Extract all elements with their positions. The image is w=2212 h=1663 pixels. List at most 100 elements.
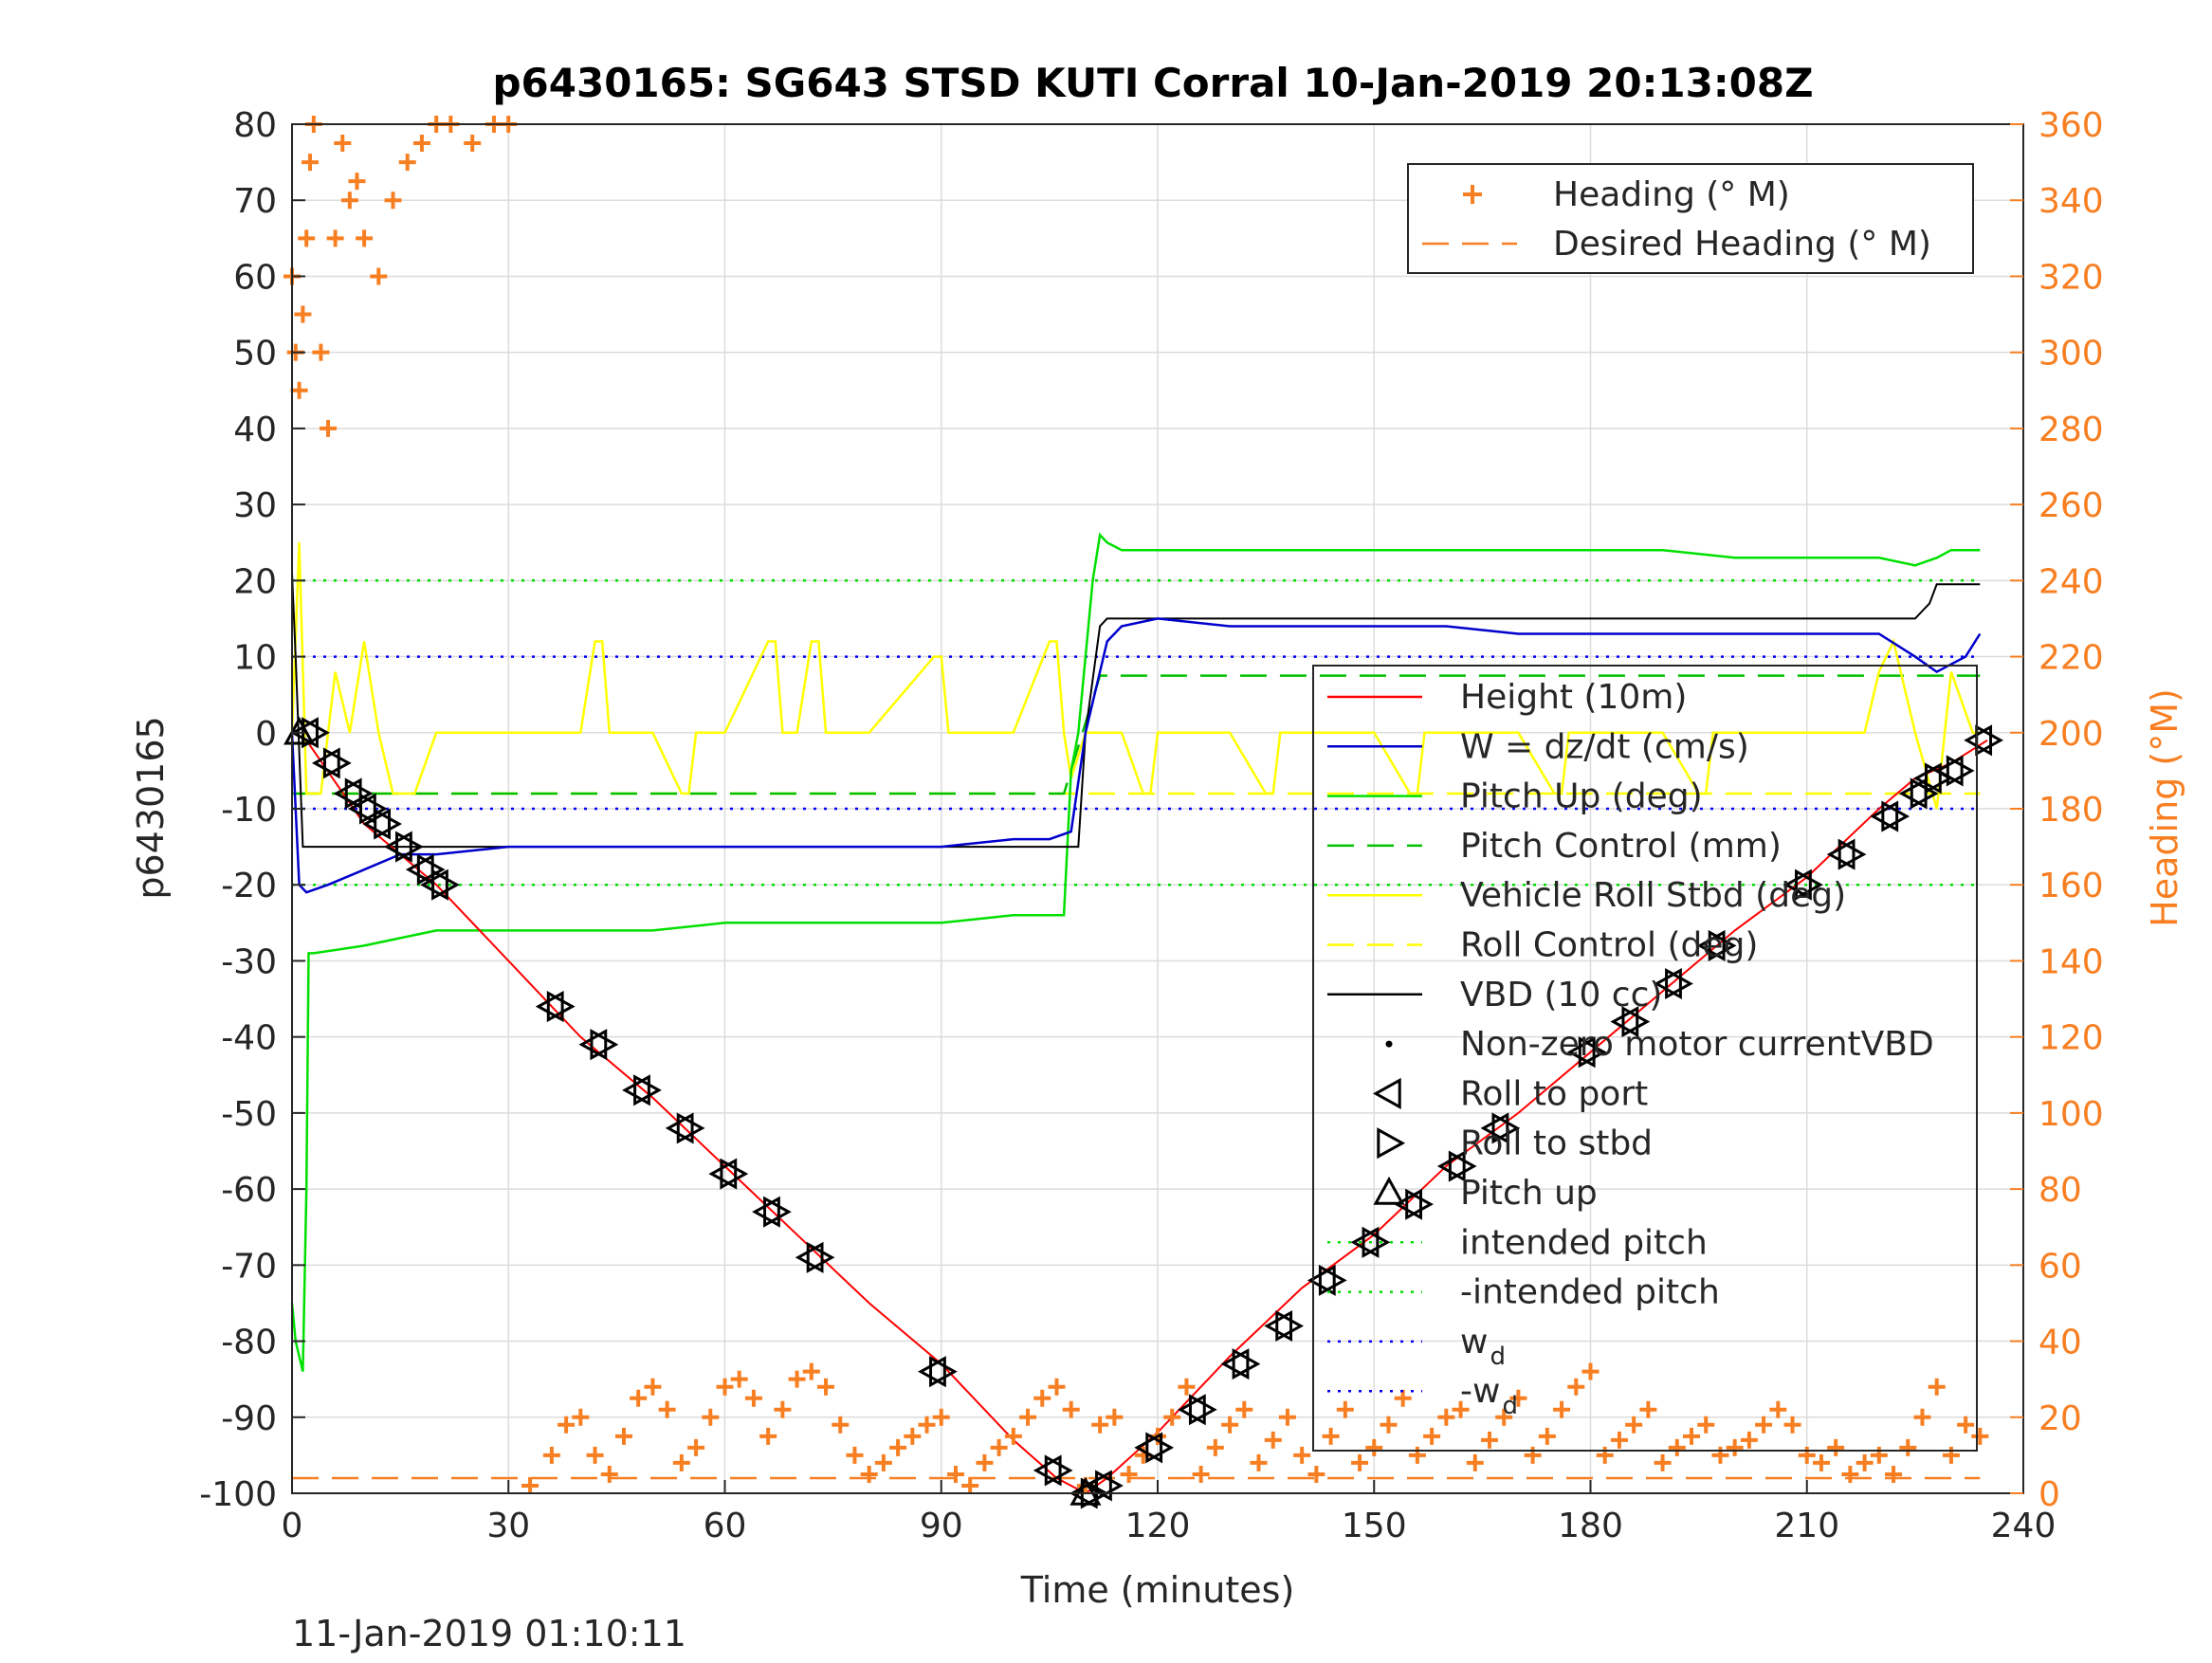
x-tick-label: 210 xyxy=(1774,1507,1839,1545)
heading-point xyxy=(759,1427,777,1445)
heading-point xyxy=(1048,1378,1066,1396)
series-6-line xyxy=(291,573,1981,849)
heading-point xyxy=(1856,1453,1874,1471)
triangle-left-marker xyxy=(1566,1036,1596,1069)
heading-point xyxy=(788,1370,806,1388)
series-8-markers xyxy=(302,717,2004,1509)
left-y-tick-label: -50 xyxy=(221,1095,277,1134)
legend-main-label: intended pitch xyxy=(1460,1223,1708,1262)
left-y-tick-label: -60 xyxy=(221,1171,277,1210)
triangle-left-marker xyxy=(311,747,340,779)
series-layer xyxy=(283,116,2004,1509)
heading-point xyxy=(370,267,388,285)
heading-point xyxy=(1596,1446,1614,1464)
heading-point xyxy=(889,1438,907,1456)
x-tick-label: 60 xyxy=(704,1507,747,1545)
triangle-right-marker xyxy=(763,1196,792,1228)
heading-point xyxy=(1755,1416,1773,1434)
triangle-right-marker xyxy=(1881,800,1910,832)
right-y-tick-label: 160 xyxy=(2038,867,2104,905)
heading-point xyxy=(298,229,316,247)
heading-point xyxy=(356,229,374,247)
triangle-left-marker xyxy=(1964,724,1993,757)
triangle-left-marker xyxy=(1084,1470,1112,1502)
heading-point xyxy=(702,1408,720,1426)
heading-point xyxy=(1221,1416,1239,1434)
heading-point xyxy=(817,1378,835,1396)
heading-point xyxy=(832,1416,850,1434)
heading-point xyxy=(946,1465,964,1483)
legend-heading-swatch xyxy=(1463,185,1482,204)
heading-point xyxy=(412,135,430,153)
triangle-right-marker xyxy=(1362,1226,1391,1258)
triangle-right-marker xyxy=(1405,1188,1434,1220)
triangle-right-marker xyxy=(344,777,374,810)
triangle-left-marker xyxy=(347,793,376,825)
heading-point xyxy=(1726,1438,1744,1456)
x-axis-ticks: 0 30 60 90 120 150 180 210 240 xyxy=(282,1480,2056,1545)
legend-main: Height (10m) W = dz/dt (cm/s) Pitch Up (de… xyxy=(1312,665,1978,1452)
left-y-tick-label: -10 xyxy=(221,791,277,830)
heading-point xyxy=(1495,1408,1513,1426)
heading-point xyxy=(1740,1431,1758,1449)
heading-point xyxy=(464,135,482,153)
legend-main-label: Pitch Control (mm) xyxy=(1460,827,1782,866)
heading-point xyxy=(1250,1453,1268,1471)
series-7-markers xyxy=(290,717,1993,1509)
triangle-right-marker xyxy=(1318,1264,1347,1296)
heading-point xyxy=(1466,1453,1484,1471)
left-y-axis-label: p6430165 xyxy=(130,716,172,899)
heading-point xyxy=(384,192,402,210)
triangle-left-marker xyxy=(622,1074,650,1106)
heading-point xyxy=(1783,1416,1801,1434)
heading-point xyxy=(1452,1400,1470,1418)
triangle-left-marker xyxy=(1307,1264,1336,1296)
legend-main-box xyxy=(1312,665,1978,1452)
legend-main-label: Roll to port xyxy=(1460,1074,1648,1113)
triangle-up-marker xyxy=(1069,1476,1102,1506)
legend-subscript: d xyxy=(1490,1343,1506,1371)
heading-point xyxy=(1033,1389,1051,1407)
triangle-right-marker xyxy=(1145,1432,1175,1464)
x-tick-label: 30 xyxy=(486,1507,530,1545)
right-y-tick-label: 320 xyxy=(2038,258,2104,297)
left-y-tick-label: -20 xyxy=(221,867,277,905)
triangle-right-marker xyxy=(395,831,424,863)
heading-point xyxy=(572,1408,590,1426)
heading-point xyxy=(1625,1416,1643,1434)
triangle-left-marker xyxy=(1436,1150,1466,1182)
triangle-right-marker xyxy=(431,868,460,901)
legend-main-label: -intended pitch xyxy=(1460,1273,1720,1312)
heading-point xyxy=(1192,1465,1210,1483)
heading-point xyxy=(1928,1378,1946,1396)
legend-dot-swatch xyxy=(1385,1040,1393,1048)
right-y-tick-label: 60 xyxy=(2038,1247,2082,1286)
left-y-tick-label: -80 xyxy=(221,1324,277,1362)
heading-point xyxy=(1711,1446,1729,1464)
legend-main-label: VBD (10 cc) xyxy=(1460,976,1662,1014)
triangle-left-marker xyxy=(1696,929,1726,961)
heading-point xyxy=(1971,1427,1989,1445)
heading-point xyxy=(558,1416,576,1434)
triangle-right-marker xyxy=(929,1356,958,1388)
x-tick-label: 120 xyxy=(1125,1507,1191,1545)
triangle-right-marker xyxy=(358,793,388,825)
heading-point xyxy=(1437,1408,1455,1426)
triangle-left-marker xyxy=(1826,838,1856,870)
triangle-right-marker xyxy=(1925,762,1953,795)
heading-point xyxy=(1769,1400,1787,1418)
legend-main-label: Roll Control (deg) xyxy=(1460,926,1758,965)
right-y-tick-label: 280 xyxy=(2038,411,2104,449)
triangle-right-marker xyxy=(322,747,352,779)
heading-point xyxy=(1957,1416,1975,1434)
triangle-left-marker xyxy=(362,808,391,840)
triangle-right-marker xyxy=(1708,929,1737,961)
x-tick-label: 0 xyxy=(282,1507,303,1545)
heading-point xyxy=(1235,1400,1253,1418)
triangle-right-marker xyxy=(1578,1036,1607,1069)
x-tick-label: 90 xyxy=(920,1507,963,1545)
heading-point xyxy=(961,1476,979,1494)
triangle-right-marker xyxy=(1621,1006,1651,1038)
left-y-tick-label: -70 xyxy=(221,1247,277,1286)
